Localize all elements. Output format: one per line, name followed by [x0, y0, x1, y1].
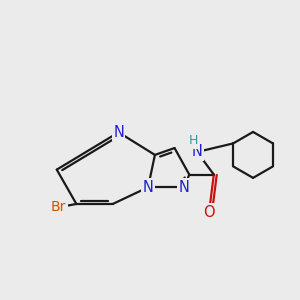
- Text: N: N: [142, 180, 154, 195]
- Text: N: N: [179, 180, 190, 195]
- Text: Br: Br: [51, 200, 66, 214]
- Text: N: N: [113, 125, 124, 140]
- Text: O: O: [203, 205, 215, 220]
- Text: H: H: [189, 134, 198, 147]
- Text: N: N: [192, 145, 203, 160]
